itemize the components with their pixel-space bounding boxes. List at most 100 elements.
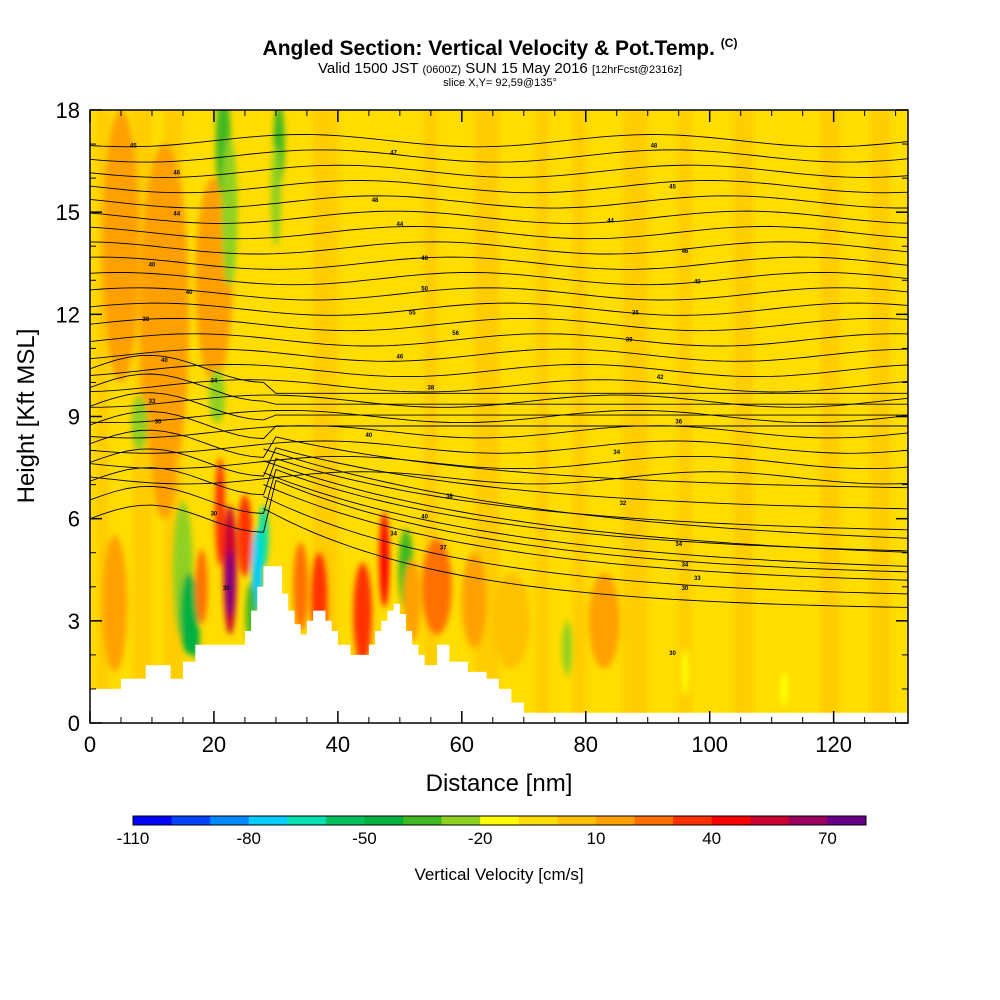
theta-contour — [90, 348, 908, 362]
theta-contour — [263, 508, 908, 608]
theta-contour-label: 36 — [632, 310, 639, 316]
x-tick-label: 0 — [84, 732, 96, 757]
y-tick-label: 6 — [68, 507, 80, 532]
x-tick-label: 20 — [202, 732, 226, 757]
velocity-cell — [226, 549, 234, 618]
theta-contour-label: 33 — [694, 576, 701, 582]
theta-contour — [90, 149, 908, 163]
theta-contour-label: 44 — [607, 218, 614, 224]
theta-contour-label: 48 — [372, 198, 379, 204]
theta-contour-label: 40 — [149, 263, 156, 269]
theta-contour — [90, 354, 908, 394]
theta-contour-label: 44 — [397, 222, 404, 228]
theta-contour-label: 55 — [409, 310, 416, 316]
theta-contour-label: 30 — [211, 511, 218, 517]
colorbar-swatch — [287, 816, 327, 825]
colorbar: -110 -80 -50 -20 10 40 70 — [117, 815, 867, 848]
theta-contour-label: 46 — [173, 171, 180, 177]
theta-contour-label: 32 — [620, 501, 627, 507]
colorbar-swatch — [248, 816, 288, 825]
velocity-cell — [403, 559, 421, 642]
theta-contour-label: 34 — [675, 542, 682, 548]
theta-contour — [90, 134, 908, 148]
theta-contour — [90, 256, 908, 270]
theta-contour-label: 50 — [421, 286, 428, 292]
terrain — [90, 566, 908, 723]
velocity-stripe — [734, 110, 754, 723]
colorbar-swatch — [711, 816, 751, 825]
theta-contour-label: 46 — [682, 249, 689, 255]
theta-contours — [90, 134, 908, 608]
theta-contour — [263, 496, 908, 595]
velocity-cell — [461, 552, 487, 649]
theta-contour — [90, 363, 908, 378]
colorbar-label: 40 — [702, 829, 721, 848]
colorbar-swatch — [750, 816, 790, 825]
theta-contour-label: 39 — [626, 338, 633, 344]
velocity-cell — [353, 562, 372, 666]
colorbar-swatch — [133, 816, 173, 825]
theta-contour-label: 40 — [161, 358, 168, 364]
theta-contour-label: 45 — [130, 143, 137, 149]
theta-contour-label: 38 — [446, 494, 453, 500]
y-tick-label: 15 — [56, 200, 80, 225]
theta-contour — [90, 411, 908, 440]
velocity-cell — [195, 549, 208, 625]
x-axis: 0 20 40 60 80 100 120 — [84, 110, 897, 757]
theta-contour-label: 45 — [669, 184, 676, 190]
colorbar-swatch — [557, 816, 597, 825]
velocity-cell — [562, 620, 573, 676]
y-tick-label: 0 — [68, 711, 80, 736]
theta-contour-label: 38 — [142, 317, 149, 323]
colorbar-label: 10 — [586, 829, 605, 848]
theta-contour — [90, 287, 908, 301]
velocity-cell — [379, 511, 390, 608]
theta-contour-label: 48 — [651, 143, 658, 149]
y-tick-label: 3 — [68, 609, 80, 634]
colorbar-label: -80 — [236, 829, 261, 848]
theta-contour-label: 46 — [397, 355, 404, 361]
colorbar-title: Vertical Velocity [cm/s] — [414, 865, 583, 884]
theta-contour-label: 30 — [682, 586, 689, 592]
theta-contour — [90, 429, 908, 489]
velocity-cell — [102, 110, 140, 383]
velocity-cell — [102, 535, 128, 672]
theta-contour-label: 40 — [366, 433, 373, 439]
theta-contour-label: 40 — [186, 290, 193, 296]
velocity-cell — [139, 144, 190, 485]
y-axis-label: Height [Kft MSL] — [13, 329, 40, 504]
velocity-cell — [270, 144, 281, 247]
theta-contour — [90, 447, 908, 510]
theta-contour — [90, 210, 908, 224]
colorbar-swatch — [325, 816, 365, 825]
theta-contour-label: 34 — [682, 562, 689, 568]
velocity-cell — [779, 671, 789, 706]
theta-contour — [90, 379, 908, 393]
theta-contour-label: 40 — [421, 515, 428, 521]
velocity-cell — [681, 648, 689, 696]
theta-contour — [90, 226, 908, 240]
x-tick-label: 80 — [574, 732, 598, 757]
theta-contour — [90, 458, 908, 531]
colorbar-frame — [132, 815, 867, 826]
colorbar-swatch — [595, 816, 636, 825]
theta-contour-label: 34 — [211, 378, 218, 384]
colorbar-swatch — [364, 816, 404, 825]
colorbar-label: -50 — [352, 829, 377, 848]
colorbar-label: -20 — [468, 829, 493, 848]
colorbar-swatch — [788, 816, 828, 825]
theta-contour — [90, 317, 908, 332]
y-tick-label: 12 — [56, 302, 80, 327]
velocity-stripe — [821, 110, 840, 723]
theta-contour-label: 34 — [613, 450, 620, 456]
chart-subtitle: Valid 1500 JST (0600Z) SUN 15 May 2016 [… — [317, 60, 682, 77]
x-tick-label: 100 — [691, 732, 728, 757]
theta-contour-label: 40 — [694, 280, 701, 286]
theta-contour-label: 47 — [390, 150, 397, 156]
velocity-cell — [422, 539, 452, 635]
colorbar-swatch — [403, 816, 443, 825]
plot-area: 45 46 44 40 40 38 40 34 33 30 30 30 47 48 44 48 50 55 56 46… — [90, 110, 908, 723]
velocity-stripe — [870, 110, 890, 723]
title-units: (C) — [720, 36, 738, 50]
velocity-cells — [102, 110, 789, 706]
